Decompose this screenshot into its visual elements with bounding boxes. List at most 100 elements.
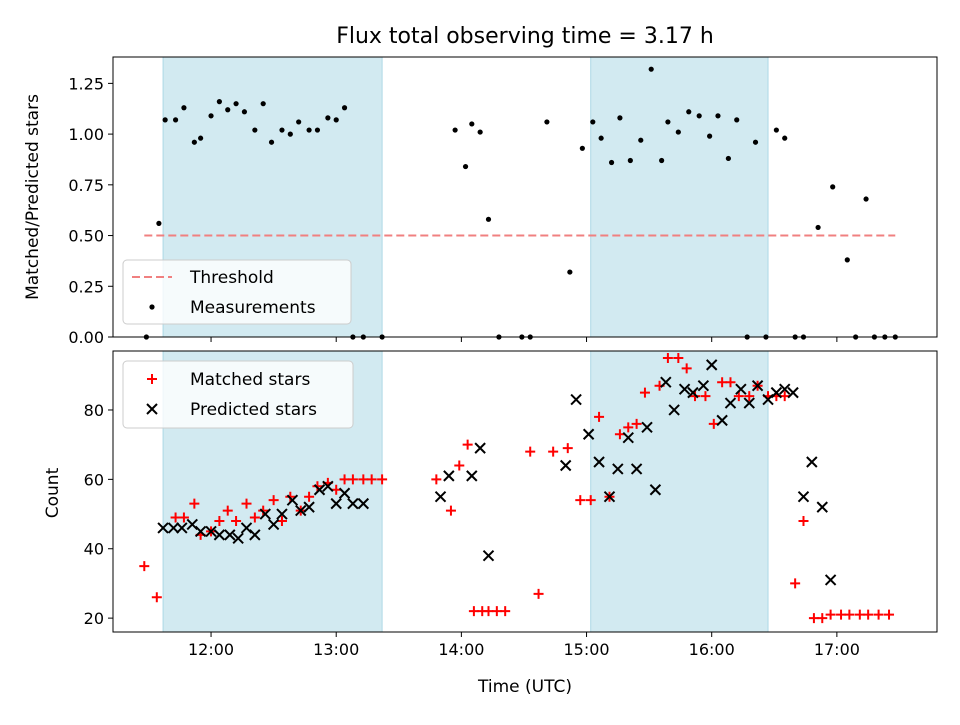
data-point <box>806 456 818 468</box>
data-point <box>697 379 710 392</box>
data-point <box>773 127 779 133</box>
data-point <box>675 129 681 135</box>
data-point <box>249 512 260 523</box>
data-point <box>241 109 248 115</box>
data-point <box>339 474 350 485</box>
legend-measurements-swatch <box>149 304 155 310</box>
data-point <box>622 432 634 444</box>
data-point <box>617 115 623 121</box>
data-point <box>276 508 288 520</box>
data-point <box>347 474 358 485</box>
data-point <box>304 491 315 502</box>
data-point <box>259 508 271 520</box>
legend-predicted-label: Predicted stars <box>190 400 317 420</box>
y-tick-label: 20 <box>84 609 104 628</box>
data-point <box>286 494 299 506</box>
data-point <box>213 529 226 541</box>
data-point <box>357 497 370 510</box>
data-point <box>485 216 492 222</box>
data-point <box>162 117 168 123</box>
data-point <box>477 129 483 135</box>
data-point <box>314 127 321 133</box>
data-point <box>623 422 634 433</box>
y-tick-label: 0.75 <box>68 176 104 195</box>
data-point <box>313 484 326 496</box>
data-point <box>836 609 847 620</box>
data-point <box>548 446 559 457</box>
data-point <box>176 522 188 534</box>
data-point <box>454 460 465 471</box>
data-point <box>525 446 536 457</box>
data-point <box>665 119 671 125</box>
data-point <box>590 119 596 125</box>
shaded-interval <box>590 56 769 338</box>
data-point <box>222 505 233 516</box>
data-point <box>268 495 279 506</box>
data-point <box>815 224 821 231</box>
data-point <box>705 359 718 371</box>
data-point <box>808 613 819 624</box>
bottom-xlabel: Time (UTC) <box>477 677 572 697</box>
plot-frame <box>112 56 938 338</box>
y-tick-label: 80 <box>84 401 104 420</box>
data-point <box>638 137 644 143</box>
data-point <box>139 561 150 572</box>
data-point <box>325 115 331 121</box>
data-point <box>466 470 478 482</box>
data-point <box>884 609 895 620</box>
data-point <box>570 393 582 406</box>
data-point <box>659 157 665 164</box>
y-tick-label: 40 <box>84 540 104 559</box>
data-point <box>276 515 287 526</box>
data-point <box>830 184 836 190</box>
x-tick-label: 14:00 <box>438 640 484 659</box>
data-point <box>567 269 573 275</box>
data-point <box>189 498 200 509</box>
data-point <box>249 529 261 541</box>
y-tick-label: 60 <box>84 470 104 489</box>
data-point <box>598 135 604 141</box>
data-point <box>743 397 755 409</box>
data-point <box>151 592 162 603</box>
data-point <box>214 515 225 526</box>
bottom-panel: 20 40 60 80 12:00 13:00 14:00 15:00 16:00 17:00 Ma… <box>84 350 938 659</box>
data-point <box>469 121 475 127</box>
data-point <box>330 497 342 510</box>
data-point <box>817 613 828 624</box>
data-point <box>627 157 633 164</box>
legend: Threshold Measurements <box>122 259 352 325</box>
data-point <box>191 139 197 145</box>
data-point <box>668 404 680 416</box>
data-point <box>700 391 711 402</box>
data-point <box>608 159 615 166</box>
y-tick-label: 1.25 <box>68 74 104 93</box>
data-point <box>260 101 266 107</box>
data-point <box>614 429 625 440</box>
data-point <box>533 588 544 599</box>
data-point <box>267 518 280 531</box>
data-point <box>639 387 650 398</box>
data-point <box>559 459 572 472</box>
data-point <box>216 99 222 105</box>
data-point <box>797 490 810 503</box>
data-point <box>474 442 486 454</box>
legend-predicted-swatch <box>146 403 158 415</box>
data-point <box>181 105 187 111</box>
data-point <box>752 139 759 145</box>
data-point <box>445 505 456 516</box>
data-point <box>462 163 469 170</box>
data-point <box>225 107 231 113</box>
data-point <box>575 495 586 506</box>
data-point <box>816 501 828 513</box>
data-point <box>735 383 747 395</box>
data-point <box>443 470 455 482</box>
chart-title: Flux total observing time = 3.17 h <box>336 24 714 49</box>
data-point <box>751 379 764 392</box>
data-point <box>562 443 573 454</box>
data-point <box>744 391 755 402</box>
plot-frame <box>112 350 938 633</box>
data-point <box>707 133 713 139</box>
data-point <box>733 391 744 402</box>
x-tick-label: 12:00 <box>188 640 234 659</box>
data-point <box>612 463 624 475</box>
